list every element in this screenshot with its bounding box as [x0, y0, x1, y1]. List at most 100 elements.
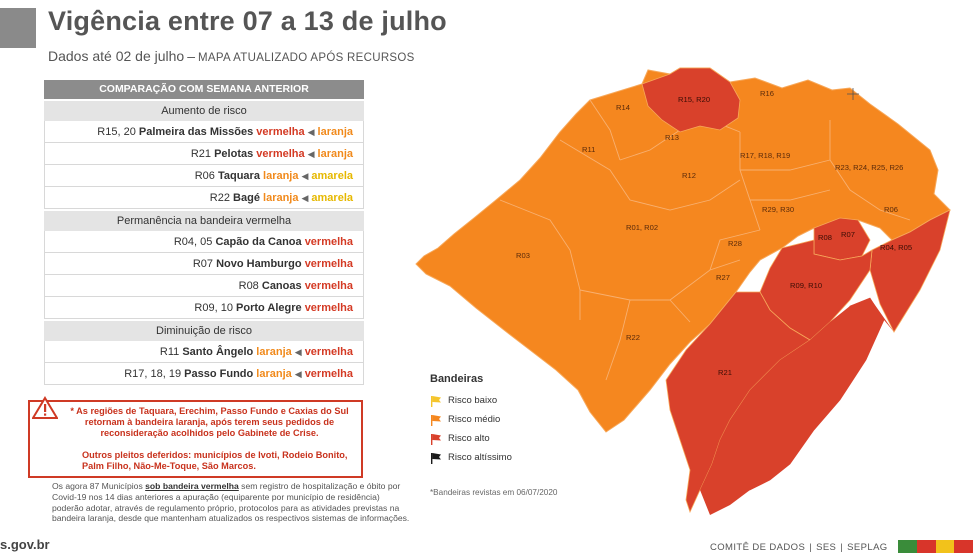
note-before: Os agora 87 Municípios [52, 481, 146, 491]
flag-from: laranja [263, 170, 299, 182]
region-place: Taquara [217, 170, 260, 182]
flag-from: vermelha [304, 236, 353, 248]
map-region-label: R12 [682, 171, 696, 180]
region-code: R11 [159, 346, 180, 358]
legend-item: Risco altíssimo [430, 448, 512, 467]
site-url[interactable]: s.gov.br [0, 537, 50, 552]
region-place: Palmeira das Missões [138, 126, 254, 138]
map-orange-base [415, 67, 951, 433]
flag-to: laranja [317, 126, 353, 138]
region-place: Novo Hamburgo [216, 258, 302, 270]
flag-orange-icon [431, 414, 441, 426]
flag-from: vermelha [304, 280, 353, 292]
region-code: R21 [190, 148, 212, 160]
subtitle-dash: – [187, 48, 196, 64]
flag-to: amarela [311, 170, 353, 182]
flags-legend: Bandeiras Risco baixo Risco médio Risco al… [430, 373, 512, 467]
region-code: R22 [209, 192, 230, 204]
legend-label: Risco alto [448, 433, 490, 444]
legend-label: Risco altíssimo [448, 452, 512, 463]
footer-orgs: COMITÊ DE DADOS | SES | SEPLAG [710, 542, 888, 553]
legend-title: Bandeiras [430, 373, 484, 385]
region-place: Passo Fundo [184, 368, 254, 380]
table-body: Aumento de risco R15, 20 Palmeira das Mis… [44, 101, 364, 385]
region-place: Pelotas [214, 148, 254, 160]
map-region-label: R01, R02 [626, 223, 658, 232]
map-region-label: R29, R30 [762, 205, 794, 214]
page-subtitle: Dados até 02 de julho – MAPA ATUALIZADO AP… [48, 48, 415, 64]
flag-from: vermelha [256, 126, 305, 138]
footer-sep-1: | [809, 542, 813, 553]
comparison-table: COMPARAÇÃO COM SEMANA ANTERIOR Aumento d… [44, 80, 364, 385]
alert-box: * As regiões de Taquara, Erechim, Passo … [28, 396, 363, 478]
flag-black-icon [431, 452, 441, 464]
arrow-left-icon: ◀ [301, 171, 309, 181]
region-code: R17, 18, 19 [124, 368, 182, 380]
map-region-label: R07 [841, 230, 855, 239]
table-row: R15, 20 Palmeira das Missões vermelha ◀ la… [44, 121, 364, 143]
table-row: R22 Bagé laranja ◀ amarela [44, 187, 364, 209]
flag-to: vermelha [304, 368, 353, 380]
map-region-label: R04, R05 [880, 243, 912, 252]
arrow-left-icon: ◀ [307, 127, 315, 137]
section-title: Permanência na bandeira vermelha [44, 211, 364, 231]
crosshair-icon [847, 88, 859, 100]
red-flag-note: Os agora 87 Municípios sob bandeira verm… [52, 481, 412, 524]
map-region-borders [499, 99, 911, 381]
table-row: R04, 05 Capão da Canoa vermelha [44, 231, 364, 253]
legend-label: Risco médio [448, 414, 501, 425]
map-region-label: R28 [728, 239, 742, 248]
region-code: R15, 20 [97, 126, 136, 138]
flag-stripe [898, 540, 917, 553]
map-region-label: R08 [818, 233, 832, 242]
region-place: Capão da Canoa [215, 236, 302, 248]
flag-stripe [916, 540, 936, 553]
region-code: R07 [192, 258, 213, 270]
rs-risk-map: R14 R16 R11 R13 R17, R18, R19 R23, R24, R25, … [415, 67, 951, 515]
note-underlined: sob bandeira vermelha [145, 481, 239, 491]
table-row: R08 Canoas vermelha [44, 275, 364, 297]
map-region-label: R06 [884, 205, 898, 214]
page-title: Vigência entre 07 a 13 de julho [48, 6, 447, 36]
subtitle-main: Dados até 02 de julho [48, 48, 185, 64]
warning-icon [32, 396, 58, 419]
rs-flag-stripes [898, 540, 973, 553]
region-place: Porto Alegre [236, 302, 302, 314]
map-region-label: R22 [626, 333, 640, 342]
map-labels: R14 R16 R11 R13 R17, R18, R19 R23, R24, R25, … [516, 89, 912, 377]
footer-org-3: SEPLAG [847, 542, 888, 553]
note-after: sem registro de hospitalização e óbito p… [52, 481, 410, 524]
flag-stripe [954, 540, 973, 553]
region-code: R04, 05 [173, 236, 213, 248]
flag-from: laranja [256, 368, 292, 380]
table-row: R06 Taquara laranja ◀ amarela [44, 165, 364, 187]
table-row: R17, 18, 19 Passo Fundo laranja ◀ vermelha [44, 363, 364, 385]
arrow-left-icon: ◀ [294, 369, 302, 379]
flag-to: vermelha [304, 346, 353, 358]
flag-from: laranja [263, 192, 299, 204]
map-region-label: R09, R10 [790, 281, 822, 290]
legend-footnote: *Bandeiras revistas em 06/07/2020 [430, 488, 558, 497]
footer-org-1: COMITÊ DE DADOS [710, 542, 806, 553]
map-coast-red [700, 298, 894, 515]
table-row: R21 Pelotas vermelha ◀ laranja [44, 143, 364, 165]
arrow-left-icon: ◀ [294, 347, 302, 357]
flag-from: vermelha [304, 302, 353, 314]
section-title: Aumento de risco [44, 101, 364, 121]
table-row: R07 Novo Hamburgo vermelha [44, 253, 364, 275]
map-region-label: R03 [516, 251, 530, 260]
flag-yellow-icon [431, 395, 441, 407]
region-place: Bagé [233, 192, 260, 204]
map-region-label: R14 [616, 103, 630, 112]
title-accent-bar [0, 8, 36, 48]
table-row: R09, 10 Porto Alegre vermelha [44, 297, 364, 319]
map-region-label: R15, R20 [678, 95, 710, 104]
map-region-label: R21 [718, 368, 732, 377]
map-region-label: R11 [582, 145, 595, 154]
flag-from: vermelha [304, 258, 353, 270]
region-code: R06 [194, 170, 215, 182]
legend-label: Risco baixo [448, 395, 498, 406]
section-title: Diminuição de risco [44, 321, 364, 341]
map-region-label: R16 [760, 89, 774, 98]
flag-from: laranja [256, 346, 292, 358]
